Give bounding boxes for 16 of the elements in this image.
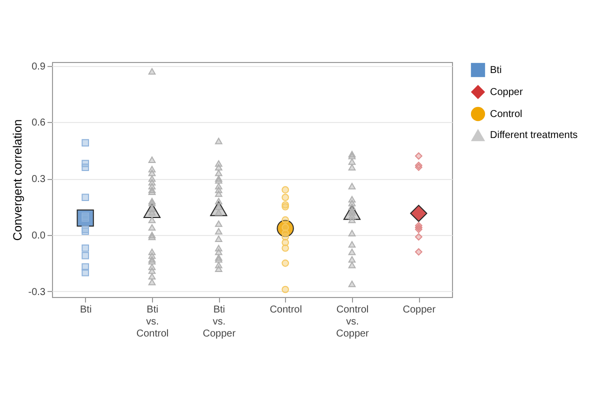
y-tick-label: -0.3: [28, 286, 46, 298]
x-tick-label: Control: [270, 304, 302, 316]
legend-label: Control: [490, 109, 522, 120]
legend-label: Copper: [490, 87, 524, 98]
x-tick-label: Bti vs. Control: [136, 304, 169, 340]
x-tick-label: Bti vs. Copper: [202, 304, 236, 340]
x-tick-label: Control vs. Copper: [336, 304, 370, 340]
y-tick-label: 0.0: [32, 230, 46, 242]
y-tick-label: 0.6: [32, 118, 46, 129]
y-tick-label: 0.3: [32, 174, 46, 186]
x-tick-label: Bti: [80, 304, 92, 316]
y-tick-label: 0.9: [32, 61, 46, 72]
x-tick-label: Copper: [402, 304, 436, 316]
legend-label: Different treatments: [490, 130, 578, 141]
y-axis-title: Convergent correlation: [10, 119, 24, 241]
legend-label: Bti: [490, 65, 502, 76]
